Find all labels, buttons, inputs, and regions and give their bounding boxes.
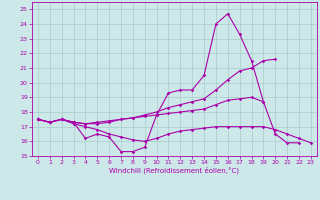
X-axis label: Windchill (Refroidissement éolien,°C): Windchill (Refroidissement éolien,°C)	[109, 167, 239, 174]
